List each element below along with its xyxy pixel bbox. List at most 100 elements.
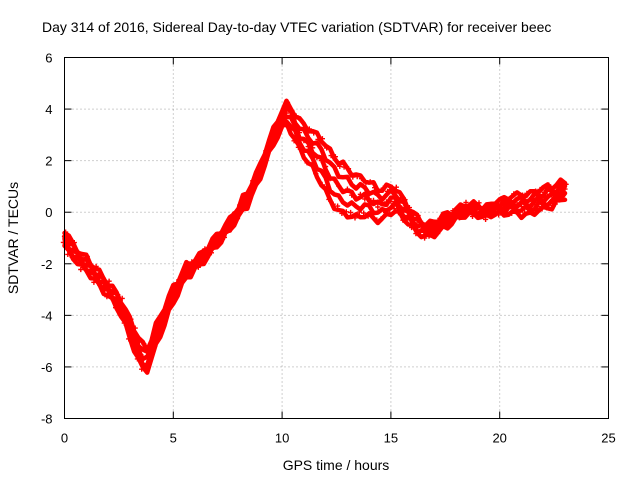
data-point: [257, 170, 263, 176]
data-point: [423, 230, 429, 236]
chart-title: Day 314 of 2016, Sidereal Day-to-day VTE…: [42, 19, 551, 35]
data-point: [308, 162, 315, 168]
data-point: [549, 192, 555, 198]
data-point: [496, 212, 502, 218]
data-point: [363, 180, 369, 186]
data-point: [287, 124, 293, 130]
data-point: [554, 184, 560, 190]
data-point: [518, 204, 525, 210]
data-point: [92, 272, 98, 278]
data-point: [505, 204, 511, 210]
data-point: [197, 255, 204, 261]
series-trace: [62, 98, 568, 353]
data-point: [201, 251, 207, 257]
data-point: [195, 264, 201, 270]
data-point: [88, 267, 94, 274]
data-point: [95, 280, 101, 286]
data-point: [156, 328, 162, 334]
data-point: [393, 184, 399, 190]
data-point: [78, 266, 84, 273]
data-point: [348, 209, 354, 216]
data-point: [313, 171, 319, 177]
data-point: [404, 216, 410, 223]
data-point: [398, 195, 404, 201]
data-point: [414, 221, 420, 227]
data-point: [319, 136, 325, 142]
data-point: [253, 178, 259, 185]
data-point: [450, 208, 456, 214]
data-point: [63, 229, 69, 235]
data-point: [282, 122, 288, 128]
data-point: [213, 241, 219, 247]
data-point: [196, 261, 202, 267]
data-point: [418, 223, 424, 230]
data-point: [562, 186, 568, 192]
data-point: [234, 215, 241, 222]
data-point: [331, 177, 337, 183]
x-tick-label: 15: [384, 431, 398, 446]
data-point: [100, 288, 106, 294]
data-point: [513, 207, 519, 213]
data-point: [153, 331, 159, 338]
data-point: [130, 343, 136, 349]
data-point: [298, 117, 304, 123]
data-point: [96, 274, 102, 280]
data-point: [314, 154, 320, 161]
data-point: [465, 209, 471, 215]
data-point: [345, 166, 352, 172]
data-point: [522, 210, 528, 216]
y-tick-label: 4: [45, 102, 52, 117]
data-point: [409, 224, 415, 231]
data-point: [318, 157, 324, 164]
data-point: [121, 320, 127, 326]
data-point: [350, 174, 356, 180]
data-point: [546, 182, 552, 188]
data-point: [209, 245, 216, 251]
data-point: [430, 229, 436, 235]
data-point: [321, 184, 328, 190]
data-point: [152, 343, 158, 349]
data-point: [291, 138, 297, 144]
data-point: [327, 176, 333, 182]
data-point: [472, 202, 478, 208]
data-point: [382, 209, 389, 216]
data-point: [501, 202, 507, 208]
data-point: [158, 316, 164, 322]
data-point: [326, 196, 332, 202]
data-point: [65, 251, 71, 257]
data-point: [126, 336, 132, 342]
data-point: [104, 294, 110, 300]
data-point: [274, 129, 280, 135]
data-point: [380, 185, 386, 191]
axis-ticks: [64, 57, 609, 419]
data-point: [435, 230, 441, 237]
data-point: [119, 295, 125, 301]
data-point: [131, 333, 137, 339]
data-point: [311, 130, 317, 136]
data-point: [252, 182, 258, 188]
data-point: [528, 195, 534, 201]
data-point: [514, 201, 520, 207]
data-point: [122, 315, 128, 322]
data-point: [483, 216, 489, 222]
data-point: [558, 187, 564, 193]
data-point: [410, 219, 416, 225]
data-point: [67, 237, 73, 243]
data-point: [137, 338, 143, 344]
data-point: [504, 210, 510, 216]
x-tick-labels: 0 5 10 15 20 25: [61, 431, 616, 446]
data-point: [378, 216, 384, 222]
data-point: [180, 270, 186, 276]
data-point: [335, 203, 341, 209]
data-point: [406, 205, 412, 211]
data-point: [454, 207, 460, 213]
data-point: [123, 310, 130, 316]
data-point: [552, 201, 558, 207]
data-point: [446, 214, 452, 220]
data-point: [118, 302, 124, 308]
data-point: [214, 235, 220, 241]
data-point: [369, 211, 375, 217]
data-point: [545, 193, 551, 199]
data-point: [163, 304, 169, 310]
data-point: [193, 257, 199, 263]
